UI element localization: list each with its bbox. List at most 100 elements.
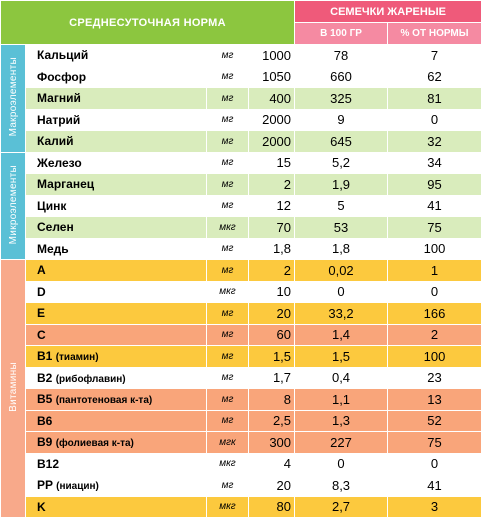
per100-header: В 100 ГР — [294, 22, 389, 45]
group-label-macro: Макроэлементы — [0, 44, 26, 153]
norm-cell: 60 — [247, 323, 296, 346]
per100-cell: 1,4 — [294, 323, 389, 346]
table-row: PP (ниацин) мг 20 8,3 41 — [1, 474, 481, 497]
norm-cell: 8 — [247, 388, 296, 411]
group-label-text: Витамины — [7, 362, 19, 412]
norm-cell: 15 — [247, 151, 296, 174]
table-row: Микроэлементы Железо мг 15 5,2 34 — [0, 151, 481, 260]
unit-cell: мг — [206, 474, 249, 497]
nutrient-name: B9 (фолиевая к-та) — [25, 431, 207, 454]
percent-cell: 32 — [387, 130, 481, 153]
norm-cell: 400 — [247, 87, 296, 110]
nutrient-name: Кальций — [25, 44, 207, 67]
nutrient-name: A — [25, 259, 207, 282]
norm-cell: 10 — [247, 280, 296, 303]
percent-cell: 81 — [387, 87, 481, 110]
per100-cell: 0,02 — [294, 259, 389, 282]
table-row: Магний мг 400 325 81 — [1, 87, 481, 110]
per100-cell: 5 — [294, 194, 389, 217]
nutrient-name: C — [25, 323, 207, 346]
unit-cell: мг — [206, 302, 249, 325]
norm-cell: 20 — [247, 474, 296, 497]
nutrient-note: (ниацин) — [56, 481, 99, 493]
unit-cell: мг — [206, 345, 249, 368]
nutrient-name-text: B5 — [37, 392, 53, 407]
table-row: Марганец мг 2 1,9 95 — [1, 173, 481, 196]
table-row: Селен мкг 70 53 75 — [1, 216, 481, 239]
percent-cell: 100 — [387, 345, 481, 368]
table-row: Калий мг 2000 645 32 — [1, 130, 481, 153]
nutrient-name: Цинк — [25, 194, 207, 217]
unit-cell: мг — [206, 151, 249, 174]
nutrient-name-text: Фосфор — [37, 69, 87, 84]
table-row: B1 (тиамин) мг 1,5 1,5 100 — [1, 345, 481, 368]
percent-cell: 41 — [387, 194, 481, 217]
nutrient-name-text: B9 — [37, 435, 53, 450]
norm-cell: 1050 — [247, 65, 296, 88]
percent-cell: 7 — [387, 44, 481, 67]
table-row: B6 мг 2,5 1,3 52 — [1, 409, 481, 432]
per100-cell: 660 — [294, 65, 389, 88]
unit-cell: мг — [206, 237, 249, 260]
nutrient-name-text: Цинк — [37, 198, 67, 213]
table-row: Натрий мг 2000 9 0 — [1, 108, 481, 131]
unit-cell: мг — [206, 259, 249, 282]
norm-cell: 20 — [247, 302, 296, 325]
norm-cell: 1000 — [247, 44, 296, 67]
nutrient-name-text: Медь — [37, 241, 69, 256]
nutrient-name-text: E — [37, 306, 46, 321]
percent-cell: 166 — [387, 302, 481, 325]
nutrient-name: Фосфор — [25, 65, 207, 88]
unit-cell: мг — [206, 194, 249, 217]
nutrient-name: D — [25, 280, 207, 303]
norm-cell: 2 — [247, 173, 296, 196]
seeds-header: СЕМЕЧКИ ЖАРЕНЫЕ — [294, 0, 481, 23]
unit-cell: мг — [206, 366, 249, 389]
percent-cell: 34 — [387, 151, 481, 174]
unit-cell: мг — [206, 409, 249, 432]
per100-cell: 1,5 — [294, 345, 389, 368]
unit-cell: мг — [206, 44, 249, 67]
group-label-micro: Микроэлементы — [0, 151, 26, 260]
nutrient-name: B6 — [25, 409, 207, 432]
unit-cell: мкг — [206, 495, 249, 518]
unit-cell: мг — [206, 87, 249, 110]
nutrient-name: K — [25, 495, 207, 518]
table-row: B9 (фолиевая к-та) мгк 300 227 75 — [1, 431, 481, 454]
table-row: B12 мкг 4 0 0 — [1, 452, 481, 475]
per100-cell: 645 — [294, 130, 389, 153]
nutrient-name: PP (ниацин) — [25, 474, 207, 497]
nutrient-name: B1 (тиамин) — [25, 345, 207, 368]
nutrient-name-text: Железо — [37, 155, 82, 170]
unit-cell: мг — [206, 323, 249, 346]
nutrient-name: Железо — [25, 151, 207, 174]
nutrient-name-text: PP — [37, 478, 53, 493]
nutrient-name: Магний — [25, 87, 207, 110]
percent-cell: 95 — [387, 173, 481, 196]
norm-cell: 1,5 — [247, 345, 296, 368]
nutrient-name: B5 (пантотеновая к-та) — [25, 388, 207, 411]
norm-header: СРЕДНЕСУТОЧНАЯ НОРМА — [0, 0, 296, 45]
per100-cell: 78 — [294, 44, 389, 67]
group-label-text: Макроэлементы — [7, 57, 19, 137]
norm-cell: 2,5 — [247, 409, 296, 432]
nutrient-note: (рибофлавин) — [55, 373, 126, 385]
per100-cell: 0 — [294, 452, 389, 475]
nutrient-name-text: C — [37, 327, 46, 342]
nutrient-name-text: Селен — [37, 220, 74, 235]
nutrient-name: E — [25, 302, 207, 325]
percent-cell: 75 — [387, 431, 481, 454]
per100-cell: 227 — [294, 431, 389, 454]
nutrient-name: Медь — [25, 237, 207, 260]
nutrient-name-text: A — [37, 263, 46, 278]
nutrient-name: B12 — [25, 452, 207, 475]
percent-cell: 0 — [387, 280, 481, 303]
group-label-vitamins: Витамины — [0, 259, 26, 518]
nutrient-name-text: K — [37, 499, 46, 514]
nutrient-name-text: B12 — [37, 456, 60, 471]
nutrient-note: (фолиевая к-та) — [55, 438, 134, 450]
